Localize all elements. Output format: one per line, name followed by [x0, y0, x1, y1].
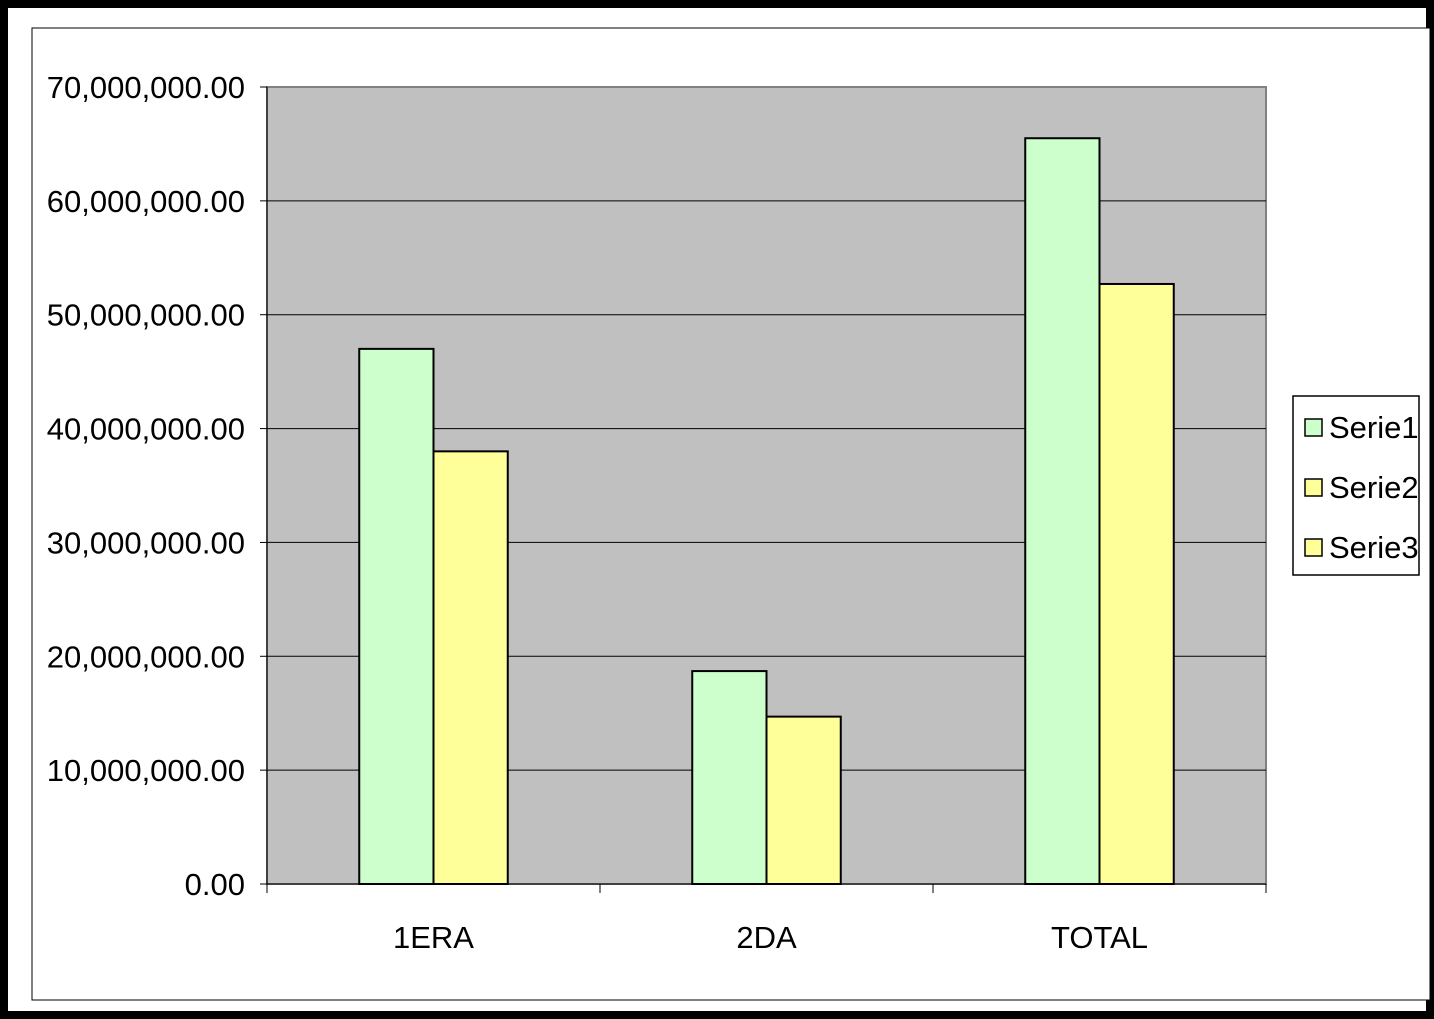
legend: Serie1 Serie2 Serie3	[1292, 395, 1420, 576]
bar-serie1-1era	[358, 347, 435, 886]
y-tick-label: 30,000,000.00	[47, 525, 245, 560]
bar-serie1-total	[1024, 137, 1101, 885]
legend-label: Serie3	[1329, 530, 1419, 565]
bars	[358, 137, 1175, 886]
bar-serie1-2da	[691, 670, 768, 886]
y-axis: 0.00 10,000,000.00 20,000,000.00 30,000,000…	[47, 70, 268, 902]
bar-serie2-2da	[765, 715, 842, 885]
y-tick-label: 0.00	[185, 867, 245, 902]
x-tick-label: 2DA	[736, 920, 797, 955]
y-tick-label: 70,000,000.00	[47, 70, 245, 105]
x-axis: 1ERA 2DA TOTAL	[266, 883, 1267, 955]
y-tick-label: 60,000,000.00	[47, 184, 245, 219]
y-tick-label: 10,000,000.00	[47, 753, 245, 788]
legend-swatch	[1304, 418, 1323, 437]
y-tick-label: 50,000,000.00	[47, 298, 245, 333]
bar-serie2-1era	[432, 450, 509, 885]
x-tick-label: TOTAL	[1051, 920, 1148, 955]
legend-swatch	[1304, 478, 1323, 497]
legend-label: Serie2	[1329, 470, 1419, 505]
legend-label: Serie1	[1329, 410, 1419, 445]
legend-swatch	[1304, 538, 1323, 557]
y-tick-label: 20,000,000.00	[47, 639, 245, 674]
x-tick-label: 1ERA	[393, 920, 474, 955]
y-tick-label: 40,000,000.00	[47, 412, 245, 447]
bar-serie2-total	[1098, 282, 1175, 886]
